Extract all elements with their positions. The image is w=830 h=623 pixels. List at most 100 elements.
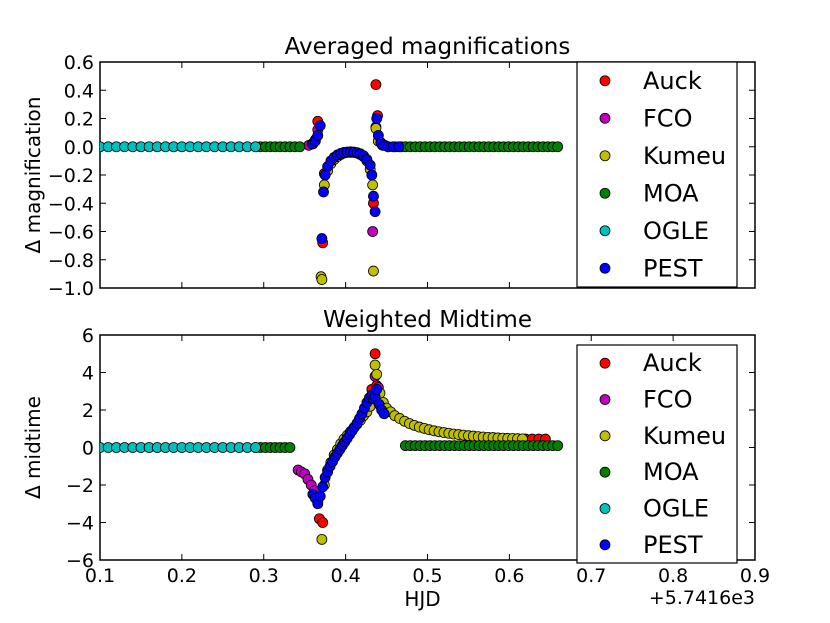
data-point <box>367 226 379 237</box>
data-point <box>369 206 381 218</box>
data-point <box>368 190 379 202</box>
legend-marker <box>599 466 611 478</box>
x-tick-label: 0.4 <box>331 565 361 587</box>
legend-marker <box>599 394 611 405</box>
legend-label: Auck <box>643 67 702 95</box>
legend-label: FCO <box>643 104 692 132</box>
series-moa <box>250 141 564 153</box>
x-tick-label: 0.5 <box>412 565 442 587</box>
data-point <box>371 368 383 380</box>
magnification-y-axis-label: Δ magnification <box>21 97 45 254</box>
series-pest <box>307 383 390 510</box>
data-point <box>314 120 326 131</box>
data-point <box>284 442 296 453</box>
series-pest <box>307 113 405 244</box>
midtime-y-axis-label: Δ midtime <box>21 396 45 499</box>
data-point <box>250 442 261 453</box>
y-tick-label: 6 <box>82 325 94 347</box>
legend-label: FCO <box>643 386 692 414</box>
legend-marker <box>599 150 611 162</box>
y-tick-label: −1.0 <box>48 278 94 300</box>
legend-marker <box>599 430 611 442</box>
magnification-legend: Auck FCO Kumeu MOA OGLE PEST <box>576 61 738 288</box>
data-point <box>369 359 381 371</box>
y-tick-label: 0 <box>82 438 94 460</box>
legend-marker <box>599 187 611 199</box>
midtime-data-points <box>100 348 564 545</box>
y-tick-label: 2 <box>82 400 94 422</box>
x-tick-label: 0.2 <box>167 565 197 587</box>
y-tick-label: 0.2 <box>64 109 94 131</box>
legend-label: Kumeu <box>643 142 726 170</box>
midtime-chart-title: Weighted Midtime <box>323 307 532 333</box>
data-point <box>366 169 378 181</box>
x-tick-label: 0.3 <box>249 565 279 587</box>
data-point <box>294 141 306 153</box>
legend-marker <box>599 112 611 124</box>
legend-marker <box>599 75 611 87</box>
x-tick-label: 0.6 <box>494 565 524 587</box>
legend-box <box>576 344 738 564</box>
midtime-x-axis-label: HJD <box>404 587 440 611</box>
data-point <box>316 233 328 244</box>
legend-label: MOA <box>643 179 699 207</box>
x-offset-label: +5.7416e3 <box>649 587 755 609</box>
magnification-panel: Averaged magnifications Δ magnification 0.… <box>21 34 756 300</box>
legend-label: OGLE <box>643 495 709 523</box>
data-point <box>367 179 379 191</box>
data-point <box>250 141 261 153</box>
data-point <box>318 186 329 198</box>
data-point <box>314 490 326 502</box>
y-tick-label: 0.0 <box>64 137 94 159</box>
y-tick-label: 4 <box>82 363 94 385</box>
legend-marker <box>599 262 611 274</box>
x-tick-label: 0.7 <box>576 565 606 587</box>
data-point <box>369 348 381 360</box>
legend-box <box>576 61 738 288</box>
data-point <box>316 533 328 545</box>
data-point <box>364 159 376 171</box>
x-tick-label: 0.1 <box>85 565 115 587</box>
legend-label: OGLE <box>643 217 709 245</box>
y-tick-label: −4 <box>66 513 94 535</box>
y-tick-label: −0.8 <box>48 250 94 272</box>
data-point <box>368 265 379 277</box>
y-tick-label: −0.6 <box>48 222 94 244</box>
data-point <box>393 141 405 153</box>
midtime-panel: Weighted Midtime Δ midtime 6 4 2 0 −2 −4 −60.1 0.… <box>21 307 770 611</box>
data-point <box>371 383 383 395</box>
y-tick-label: −6 <box>66 550 94 572</box>
midtime-legend: Auck FCO Kumeu MOA OGLE PEST <box>576 344 738 564</box>
data-point <box>317 517 329 528</box>
magnification-data-points <box>100 79 564 285</box>
data-point <box>317 481 329 493</box>
y-tick-label: −0.4 <box>48 193 94 215</box>
x-tick-label: 0.8 <box>658 565 688 587</box>
legend-label: Auck <box>643 349 702 377</box>
y-tick-label: 0.4 <box>64 80 94 102</box>
data-point <box>371 113 383 124</box>
y-tick-label: −0.2 <box>48 165 94 187</box>
y-tick-label: 0.6 <box>64 52 94 74</box>
x-tick-label: 0.9 <box>740 565 770 587</box>
data-point <box>552 141 564 153</box>
series-moa <box>250 440 564 453</box>
series-ogle <box>100 442 261 453</box>
legend-marker <box>599 539 611 551</box>
data-point <box>552 440 564 452</box>
legend-label: PEST <box>643 254 703 282</box>
legend-marker <box>599 357 611 369</box>
legend-marker <box>599 225 611 237</box>
legend-label: MOA <box>643 458 699 486</box>
data-point <box>370 79 382 90</box>
data-point <box>378 408 390 420</box>
legend-label: Kumeu <box>643 422 726 450</box>
series-ogle <box>100 141 261 153</box>
y-tick-label: −2 <box>66 475 94 497</box>
legend-marker <box>599 503 611 514</box>
legend-label: PEST <box>643 531 703 559</box>
data-point <box>316 274 328 285</box>
data-point <box>312 130 324 141</box>
magnification-chart-title: Averaged magnifications <box>285 34 571 60</box>
